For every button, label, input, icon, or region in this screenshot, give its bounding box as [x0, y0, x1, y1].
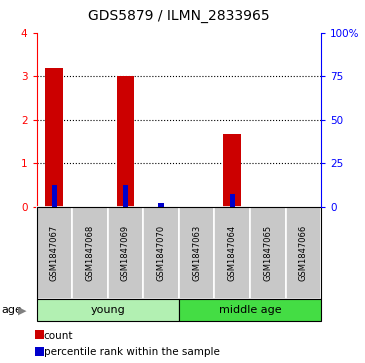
Bar: [108, 207, 143, 299]
Text: count: count: [44, 331, 73, 341]
Bar: [179, 299, 321, 321]
Text: GSM1847069: GSM1847069: [121, 225, 130, 281]
Text: GSM1847064: GSM1847064: [228, 225, 237, 281]
Bar: [116, 76, 134, 207]
Bar: [72, 207, 108, 299]
Bar: [158, 203, 164, 207]
Text: GSM1847065: GSM1847065: [263, 225, 272, 281]
Bar: [286, 207, 321, 299]
Bar: [36, 299, 179, 321]
Bar: [230, 194, 235, 207]
Text: age: age: [2, 305, 23, 315]
Text: GDS5879 / ILMN_2833965: GDS5879 / ILMN_2833965: [88, 9, 270, 23]
Bar: [223, 134, 241, 207]
Text: GSM1847070: GSM1847070: [157, 225, 166, 281]
Text: young: young: [90, 305, 125, 315]
Bar: [51, 185, 57, 207]
Bar: [143, 207, 179, 299]
Bar: [179, 207, 215, 299]
Text: GSM1847067: GSM1847067: [50, 225, 59, 281]
Text: middle age: middle age: [219, 305, 281, 315]
Text: ▶: ▶: [18, 305, 27, 315]
Bar: [215, 207, 250, 299]
Bar: [250, 207, 285, 299]
Bar: [123, 185, 128, 207]
Bar: [45, 68, 63, 207]
Text: percentile rank within the sample: percentile rank within the sample: [44, 347, 220, 357]
Text: GSM1847063: GSM1847063: [192, 225, 201, 281]
Bar: [36, 207, 72, 299]
Text: GSM1847068: GSM1847068: [85, 225, 95, 281]
Text: GSM1847066: GSM1847066: [299, 225, 308, 281]
